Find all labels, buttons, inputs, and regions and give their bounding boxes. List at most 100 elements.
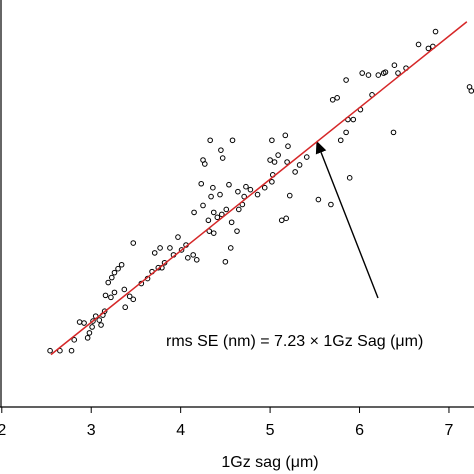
point xyxy=(102,292,109,299)
x-tick-label: 5 xyxy=(266,422,275,439)
point xyxy=(350,116,357,123)
x-axis-label: 1Gz sag (μm) xyxy=(221,454,318,471)
point xyxy=(382,69,389,75)
point xyxy=(202,161,208,167)
point xyxy=(278,217,285,224)
point xyxy=(219,155,226,161)
point xyxy=(108,294,114,301)
point xyxy=(76,319,83,325)
point xyxy=(222,258,229,265)
point xyxy=(275,152,281,158)
point xyxy=(210,209,217,216)
point xyxy=(205,217,212,224)
point xyxy=(157,245,163,251)
point xyxy=(226,181,232,188)
point xyxy=(395,70,401,76)
point xyxy=(375,72,382,78)
point xyxy=(343,129,349,136)
point xyxy=(126,293,133,300)
point xyxy=(84,335,91,341)
point xyxy=(328,201,334,208)
point xyxy=(269,178,275,185)
point xyxy=(210,184,216,191)
point xyxy=(130,296,137,303)
point xyxy=(343,77,349,83)
x-tick-label: 6 xyxy=(355,422,364,439)
point xyxy=(315,196,322,203)
annotation-arrow xyxy=(315,140,379,299)
point xyxy=(267,157,273,163)
point xyxy=(261,184,268,191)
point xyxy=(296,162,303,168)
point xyxy=(390,129,397,136)
point xyxy=(337,137,344,144)
point xyxy=(208,193,214,200)
point xyxy=(283,215,289,222)
point xyxy=(228,219,235,226)
point xyxy=(425,45,432,52)
point xyxy=(359,70,366,76)
point xyxy=(111,269,118,276)
point xyxy=(130,240,137,246)
point xyxy=(218,147,224,153)
point xyxy=(101,308,108,314)
point xyxy=(286,192,293,199)
point xyxy=(193,257,200,263)
point xyxy=(122,304,129,311)
point xyxy=(218,211,225,218)
point xyxy=(105,279,112,286)
point xyxy=(235,188,241,195)
point xyxy=(269,137,275,144)
point xyxy=(89,324,95,330)
point xyxy=(329,96,336,103)
point xyxy=(468,88,474,94)
point xyxy=(98,322,104,328)
point xyxy=(346,175,353,181)
point xyxy=(191,209,197,216)
point xyxy=(185,255,191,261)
point xyxy=(284,159,290,165)
point xyxy=(111,289,118,296)
point xyxy=(235,206,242,213)
point xyxy=(178,247,185,253)
point xyxy=(200,202,206,209)
x-tick-label: 7 xyxy=(445,422,454,439)
point xyxy=(81,320,87,326)
point xyxy=(223,206,230,213)
point xyxy=(108,274,115,281)
annotation: rms SE (nm) = 7.23 × 1Gz Sag (μm) xyxy=(166,333,423,350)
point xyxy=(241,193,247,200)
point xyxy=(118,261,125,268)
point xyxy=(90,318,96,324)
point xyxy=(227,245,234,251)
point xyxy=(391,62,398,68)
point xyxy=(282,132,289,139)
point xyxy=(167,245,173,251)
point xyxy=(68,347,75,354)
point xyxy=(415,41,422,48)
point xyxy=(217,191,223,198)
point xyxy=(214,214,221,221)
point xyxy=(86,330,93,336)
point xyxy=(254,191,261,198)
x-tick-label: 2 xyxy=(0,422,6,439)
point xyxy=(334,94,340,101)
x-tick-label: 3 xyxy=(87,422,96,439)
point xyxy=(96,317,103,323)
point xyxy=(47,347,53,354)
point xyxy=(190,252,196,258)
point xyxy=(198,180,205,187)
point xyxy=(285,143,291,150)
point xyxy=(365,72,372,78)
point xyxy=(207,137,213,144)
point xyxy=(175,234,181,240)
point xyxy=(229,137,236,144)
x-tick-label: 4 xyxy=(176,422,185,439)
point xyxy=(432,28,439,35)
point xyxy=(271,159,278,165)
point xyxy=(292,169,298,175)
point xyxy=(115,265,121,272)
point xyxy=(234,228,240,234)
point xyxy=(151,250,158,256)
